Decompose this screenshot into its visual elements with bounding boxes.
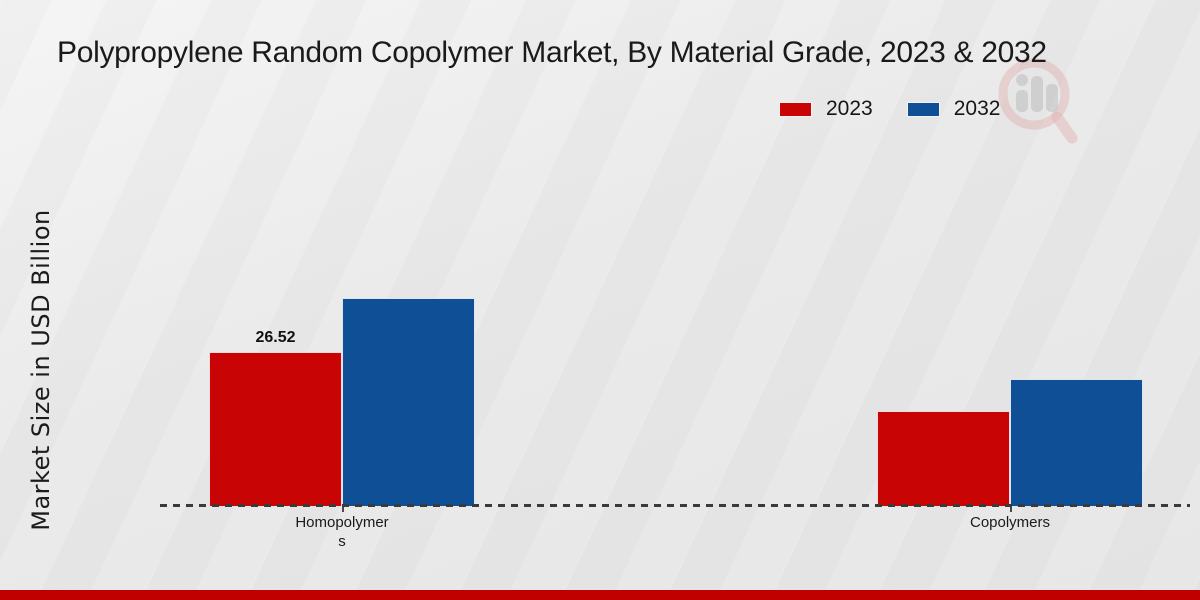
legend-label-2023: 2023: [826, 97, 873, 120]
bar-2032-homopolymers: [342, 298, 475, 506]
x-axis-tick-label-copolymers: Copolymers: [969, 514, 1051, 531]
y-axis-label: Market Size in USD Billion: [27, 209, 55, 531]
legend: 2023 2032: [779, 97, 1000, 121]
bar-2032-copolymers: [1010, 379, 1143, 506]
bar-2023-homopolymers: [209, 352, 342, 506]
bar-2023-copolymers: [877, 411, 1010, 506]
legend-swatch-2032: [906, 101, 940, 117]
bar-value-label: 26.52: [255, 329, 296, 346]
x-axis-tick: [1010, 507, 1012, 512]
chart-title: Polypropylene Random Copolymer Market, B…: [57, 36, 1047, 69]
legend-item-2023: 2023: [779, 97, 873, 121]
x-axis-tick-label-homopolymers: Homopolymer s: [295, 514, 389, 550]
legend-label-2032: 2032: [953, 97, 1001, 120]
brand-watermark: [988, 48, 1083, 153]
legend-swatch-2023: [779, 101, 812, 117]
x-axis-tick: [342, 507, 344, 512]
legend-item-2032: 2032: [906, 97, 1001, 121]
footer-accent-bar: [0, 590, 1200, 600]
magnifier-bar-chart-logo-icon: [998, 58, 1078, 144]
x-axis-line: [160, 504, 1190, 507]
